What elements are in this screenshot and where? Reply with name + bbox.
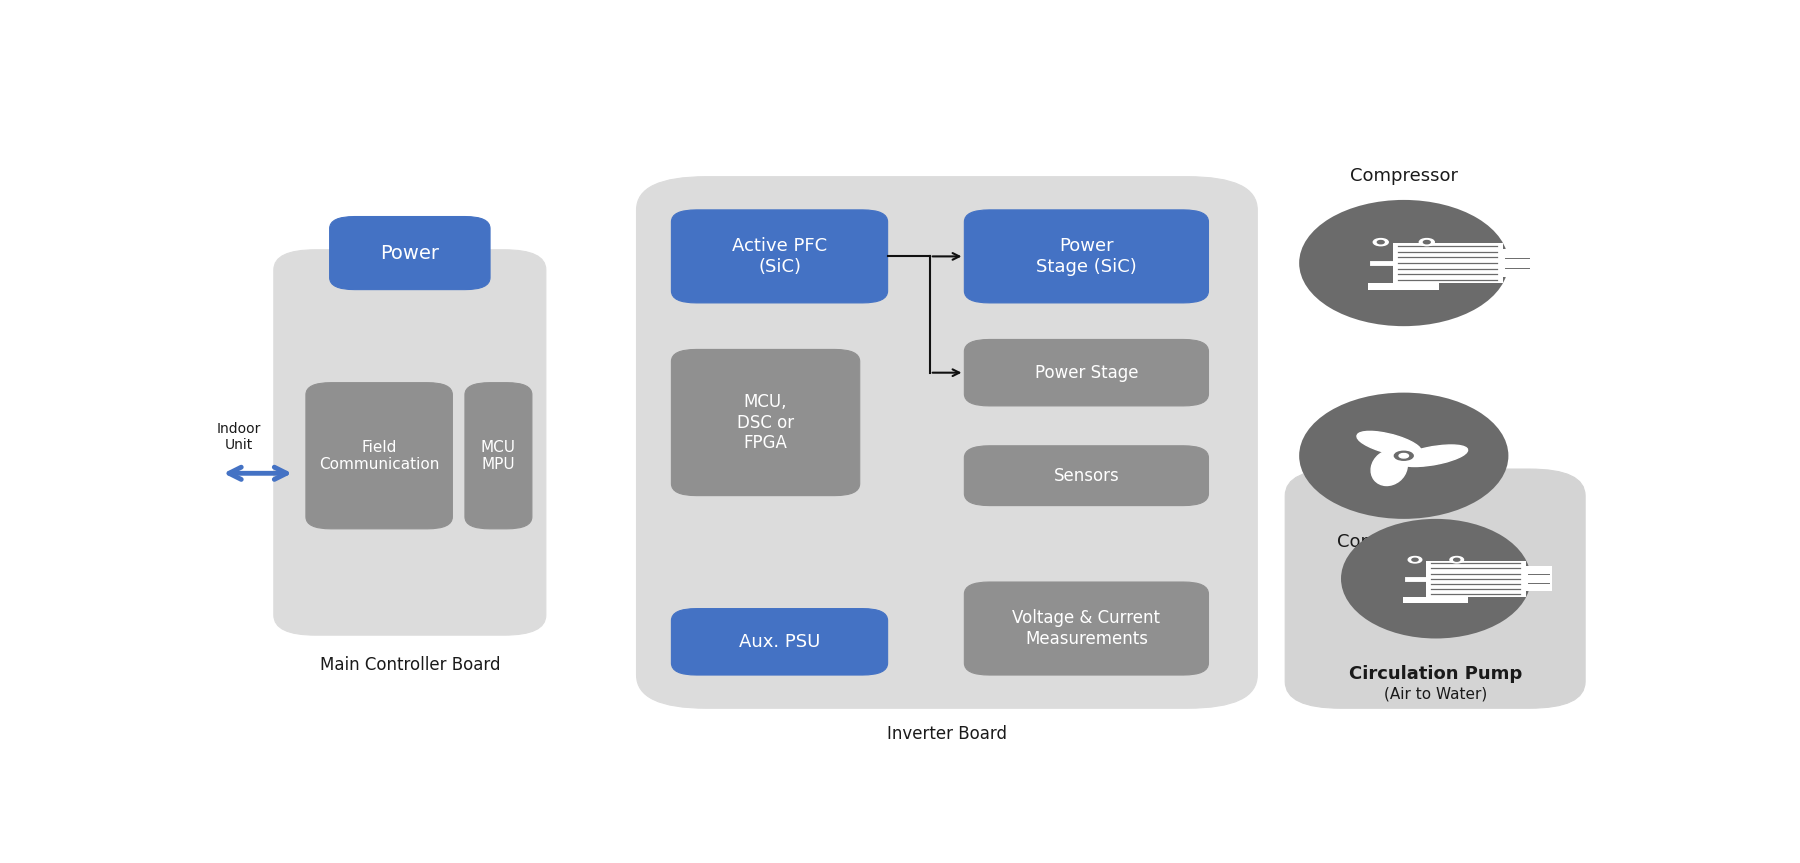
FancyBboxPatch shape — [671, 608, 887, 675]
FancyBboxPatch shape — [671, 350, 860, 495]
Circle shape — [1411, 558, 1418, 561]
Ellipse shape — [1372, 450, 1408, 486]
Text: Power
Stage (SiC): Power Stage (SiC) — [1037, 237, 1138, 276]
FancyBboxPatch shape — [671, 210, 887, 303]
Circle shape — [1373, 238, 1388, 246]
FancyBboxPatch shape — [1526, 566, 1552, 591]
FancyBboxPatch shape — [274, 249, 545, 635]
Circle shape — [1424, 241, 1431, 243]
Text: Power: Power — [380, 243, 439, 262]
Text: Active PFC
(SiC): Active PFC (SiC) — [733, 237, 826, 276]
Text: Circulation Pump: Circulation Pump — [1348, 665, 1521, 683]
Ellipse shape — [1341, 519, 1530, 639]
FancyBboxPatch shape — [1393, 243, 1503, 283]
Circle shape — [1408, 557, 1422, 563]
FancyBboxPatch shape — [965, 582, 1208, 675]
Ellipse shape — [1399, 445, 1467, 467]
Text: Power Stage: Power Stage — [1035, 363, 1138, 381]
FancyBboxPatch shape — [1426, 561, 1526, 596]
Ellipse shape — [1300, 200, 1508, 326]
Text: Inverter Board: Inverter Board — [887, 725, 1006, 742]
Circle shape — [1395, 451, 1413, 460]
Text: Condenser Fan: Condenser Fan — [1337, 533, 1471, 551]
Circle shape — [1420, 238, 1435, 246]
FancyBboxPatch shape — [329, 217, 490, 290]
FancyBboxPatch shape — [306, 382, 452, 529]
Circle shape — [1454, 558, 1460, 561]
Text: Compressor: Compressor — [1350, 167, 1458, 186]
FancyBboxPatch shape — [1404, 596, 1469, 603]
FancyBboxPatch shape — [1503, 249, 1532, 277]
Text: Main Controller Board: Main Controller Board — [320, 656, 500, 674]
FancyBboxPatch shape — [965, 210, 1208, 303]
FancyBboxPatch shape — [637, 177, 1256, 709]
Ellipse shape — [1357, 432, 1422, 456]
Text: Sensors: Sensors — [1053, 467, 1120, 485]
FancyBboxPatch shape — [1368, 283, 1440, 290]
FancyBboxPatch shape — [965, 339, 1208, 406]
Text: (Air to Water): (Air to Water) — [1384, 686, 1487, 701]
Ellipse shape — [1300, 393, 1508, 519]
FancyBboxPatch shape — [1285, 469, 1586, 709]
Text: MCU,
DSC or
FPGA: MCU, DSC or FPGA — [736, 393, 794, 452]
Text: Field
Communication: Field Communication — [319, 439, 439, 472]
Text: Indoor
Unit: Indoor Unit — [216, 422, 261, 452]
Circle shape — [1377, 241, 1384, 243]
Text: Aux. PSU: Aux. PSU — [738, 633, 821, 651]
Text: MCU
MPU: MCU MPU — [481, 439, 517, 472]
Circle shape — [1399, 454, 1408, 458]
FancyBboxPatch shape — [464, 382, 533, 529]
Text: Voltage & Current
Measurements: Voltage & Current Measurements — [1012, 609, 1161, 648]
FancyBboxPatch shape — [965, 446, 1208, 506]
Circle shape — [1451, 557, 1463, 563]
